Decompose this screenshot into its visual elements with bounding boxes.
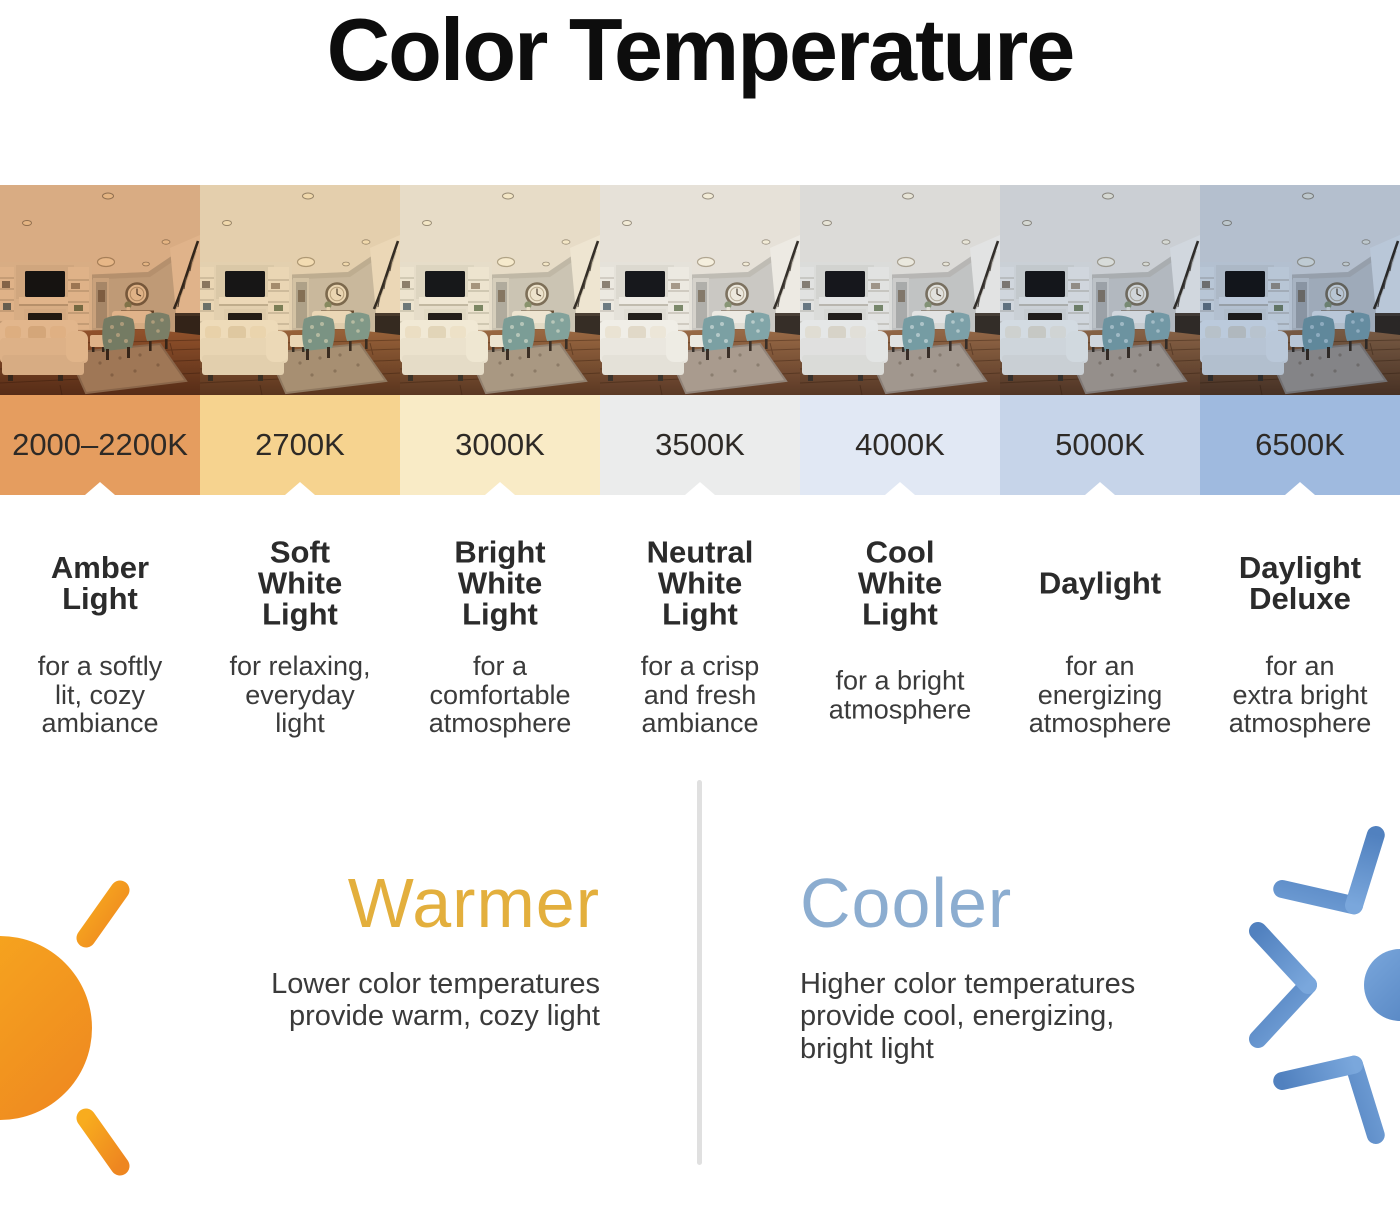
kelvin-label: 2000–2200K [12, 427, 188, 462]
band-notch [685, 482, 715, 495]
column-description: for a crisp and fresh ambiance [640, 651, 760, 739]
band-notch [485, 482, 515, 495]
band-notch [1285, 482, 1315, 495]
warmer-section: Warmer Lower color temperatures provide … [271, 868, 600, 1033]
kelvin-label: 6500K [1255, 427, 1345, 462]
sun-icon [0, 826, 173, 1210]
room-photo-tile [600, 185, 800, 395]
kelvin-band-row: 2000–2200K 2700K 3000K 3500K 4000K 5000K… [0, 395, 1400, 495]
column-description: for relaxing, everyday light [229, 651, 371, 739]
column-description: for a bright atmosphere [828, 665, 972, 724]
room-photo-tile [800, 185, 1000, 395]
band-notch [285, 482, 315, 495]
room-photo-tile [200, 185, 400, 395]
kelvin-label: 2700K [255, 427, 345, 462]
warmer-description: Lower color temperatures provide warm, c… [271, 968, 600, 1033]
kelvin-band: 6500K [1200, 395, 1400, 495]
column-label: Soft White Light for relaxing, everyday l… [200, 495, 400, 785]
page-title: Color Temperature [326, 0, 1076, 99]
kelvin-band: 2700K [200, 395, 400, 495]
column-label: Daylight for an energizing atmosphere [1000, 495, 1200, 785]
column-label: Cool White Light for a bright atmosphere [800, 495, 1000, 785]
kelvin-band: 5000K [1000, 395, 1200, 495]
column-label: Bright White Light for a comfortable atmo… [400, 495, 600, 785]
column-name: Daylight [1038, 565, 1162, 601]
room-photo-tile [1200, 185, 1400, 395]
kelvin-band: 2000–2200K [0, 395, 200, 495]
kelvin-label: 3000K [455, 427, 545, 462]
temperature-explainer: Warmer Lower color temperatures provide … [0, 780, 1400, 1210]
kelvin-label: 3500K [655, 427, 745, 462]
warmer-title: Warmer [347, 864, 600, 942]
column-label-row: Amber Light for a softly lit, cozy ambian… [0, 495, 1400, 785]
column-description: for an energizing atmosphere [1028, 651, 1172, 739]
section-divider [697, 780, 702, 1165]
room-photo-tile [400, 185, 600, 395]
snowflake-icon [1200, 805, 1400, 1165]
room-photo-tile [1000, 185, 1200, 395]
column-label: Neutral White Light for a crisp and fresh… [600, 495, 800, 785]
column-name: Amber Light [50, 550, 150, 616]
column-label: Daylight Deluxe for an extra bright atmos… [1200, 495, 1400, 785]
column-name: Bright White Light [454, 534, 546, 632]
cooler-title: Cooler [800, 864, 1013, 942]
column-description: for a softly lit, cozy ambiance [37, 651, 163, 739]
column-description: for an extra bright atmosphere [1228, 651, 1372, 739]
cooler-section: Cooler Higher color temperatures provide… [800, 868, 1135, 1065]
cooler-description: Higher color temperatures provide cool, … [800, 968, 1136, 1065]
column-name: Soft White Light [257, 534, 343, 632]
kelvin-band: 3000K [400, 395, 600, 495]
column-description: for a comfortable atmosphere [428, 651, 572, 739]
band-notch [85, 482, 115, 495]
photo-strip [0, 185, 1400, 395]
column-name: Daylight Deluxe [1238, 550, 1362, 616]
kelvin-band: 3500K [600, 395, 800, 495]
band-notch [1085, 482, 1115, 495]
kelvin-band: 4000K [800, 395, 1000, 495]
band-notch [885, 482, 915, 495]
room-photo-tile [0, 185, 200, 395]
column-name: Neutral White Light [646, 534, 754, 632]
kelvin-label: 4000K [855, 427, 945, 462]
kelvin-label: 5000K [1055, 427, 1145, 462]
column-name: Cool White Light [857, 534, 943, 632]
column-label: Amber Light for a softly lit, cozy ambian… [0, 495, 200, 785]
